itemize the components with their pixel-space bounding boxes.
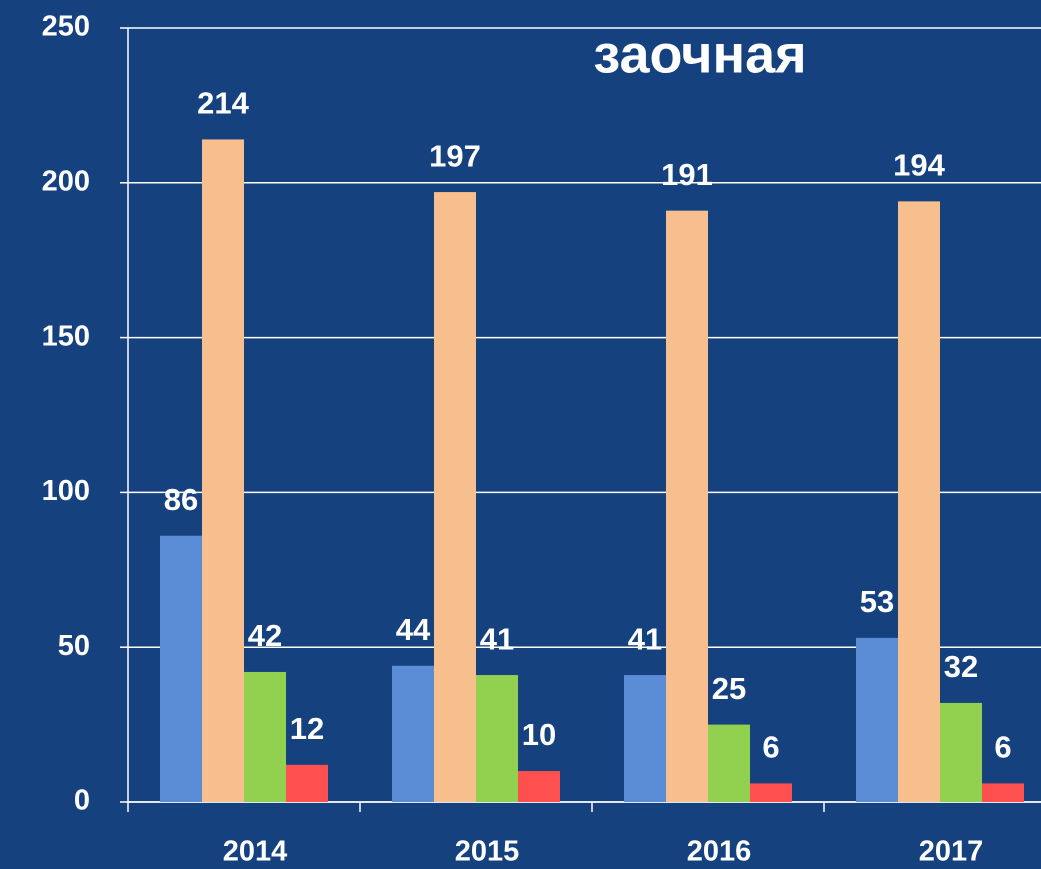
y-tick-label: 100 xyxy=(42,475,90,507)
bar xyxy=(476,675,518,802)
x-tick-label: 2015 xyxy=(455,836,520,868)
value-label: 53 xyxy=(860,584,894,619)
bar xyxy=(750,783,792,802)
bar xyxy=(708,724,750,802)
value-label: 25 xyxy=(712,671,746,706)
bar xyxy=(624,675,666,802)
bar xyxy=(856,637,898,802)
bar xyxy=(518,771,560,802)
value-label: 191 xyxy=(661,157,713,192)
value-label: 194 xyxy=(893,148,945,183)
value-label: 12 xyxy=(290,711,324,746)
value-label: 42 xyxy=(248,618,282,653)
bar xyxy=(160,535,202,802)
bar xyxy=(666,210,708,802)
value-label: 10 xyxy=(522,717,556,752)
y-tick-label: 50 xyxy=(58,630,90,662)
bar xyxy=(940,702,982,802)
value-label: 214 xyxy=(197,86,249,121)
value-label: 197 xyxy=(429,138,481,173)
chart-title: заочная xyxy=(593,24,806,84)
bar xyxy=(392,665,434,802)
value-label: 41 xyxy=(628,621,662,656)
value-label: 41 xyxy=(480,621,514,656)
x-tick-label: 2017 xyxy=(919,836,984,868)
y-tick-label: 0 xyxy=(74,785,90,817)
y-tick-label: 200 xyxy=(42,165,90,197)
bar xyxy=(202,139,244,802)
x-tick-label: 2016 xyxy=(687,836,752,868)
bar xyxy=(982,783,1024,802)
y-tick-label: 150 xyxy=(42,320,90,352)
bar xyxy=(244,671,286,802)
bar xyxy=(286,764,328,802)
value-label: 6 xyxy=(762,730,779,765)
value-label: 32 xyxy=(944,649,978,684)
value-label: 6 xyxy=(994,730,1011,765)
y-tick-label: 250 xyxy=(42,11,90,43)
value-label: 44 xyxy=(396,612,431,647)
value-label: 86 xyxy=(164,482,198,517)
bar xyxy=(898,201,940,803)
bar xyxy=(434,192,476,802)
x-tick-label: 2014 xyxy=(223,836,288,868)
